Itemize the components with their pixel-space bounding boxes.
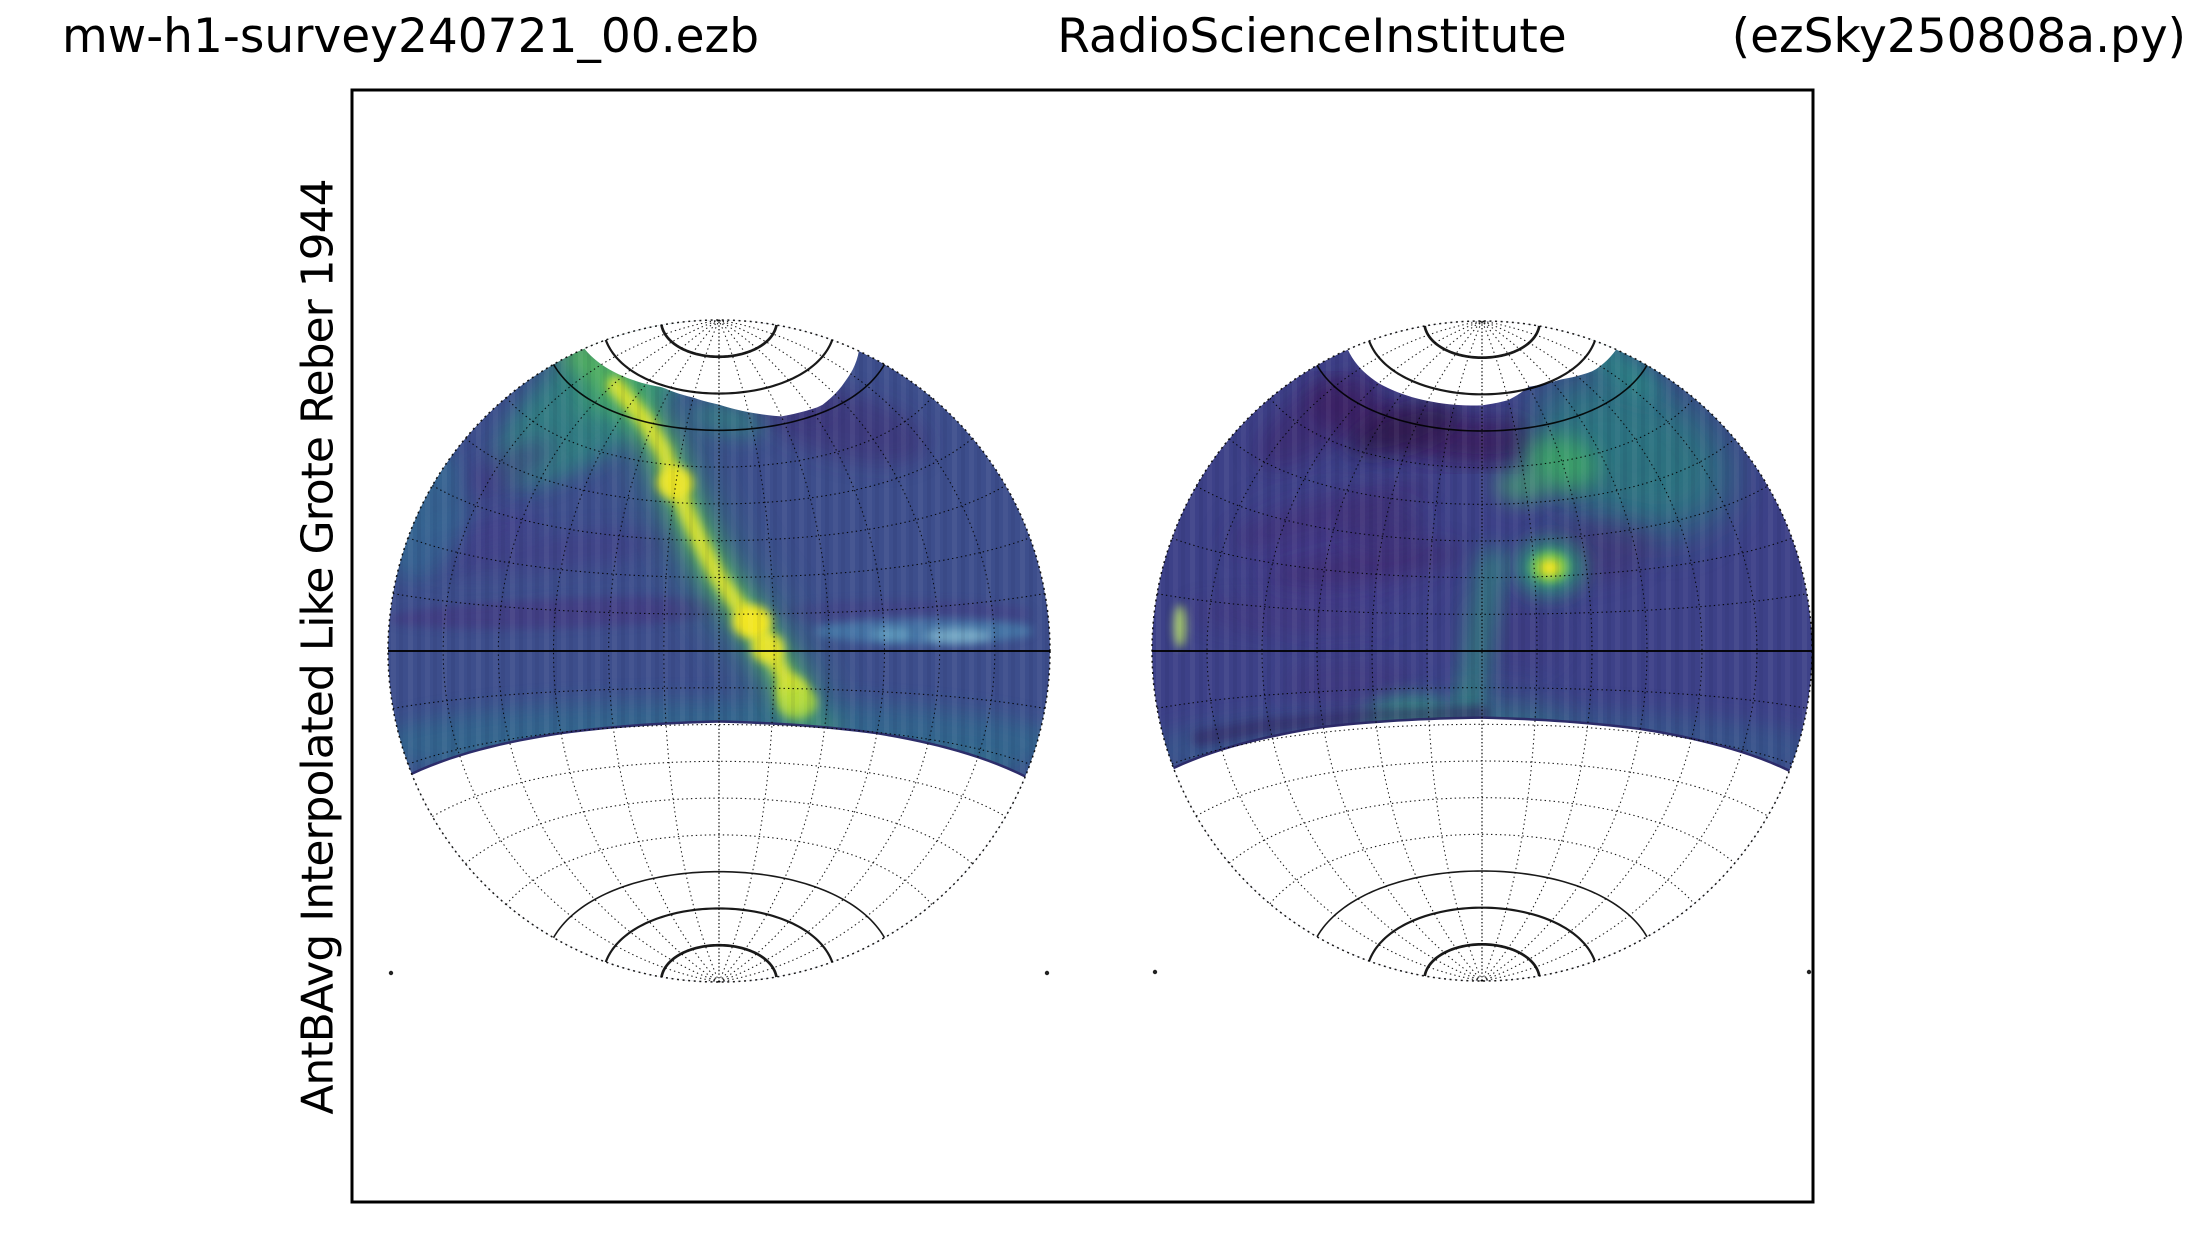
- ra-dec-grid: [1151, 320, 1813, 982]
- no-data-polar-cap: [1347, 321, 1617, 406]
- ra-dec-grid: [387, 319, 1051, 983]
- corner-tick-dot: [1152, 969, 1158, 975]
- corner-tick-dot: [1806, 969, 1812, 975]
- corner-tick-dot: [1044, 970, 1050, 976]
- hemisphere-left: [387, 319, 1051, 983]
- script-title: (ezSky250808a.py): [1731, 9, 2186, 64]
- file-title: mw-h1-survey240721_00.ezb: [62, 9, 760, 64]
- no-data-polar-cap: [584, 320, 859, 417]
- no-data-southern-region: [1173, 718, 1790, 981]
- corner-tick-dot: [388, 970, 394, 976]
- hemisphere-right: [1151, 320, 1813, 982]
- institute-title: RadioScienceInstitute: [1057, 9, 1567, 64]
